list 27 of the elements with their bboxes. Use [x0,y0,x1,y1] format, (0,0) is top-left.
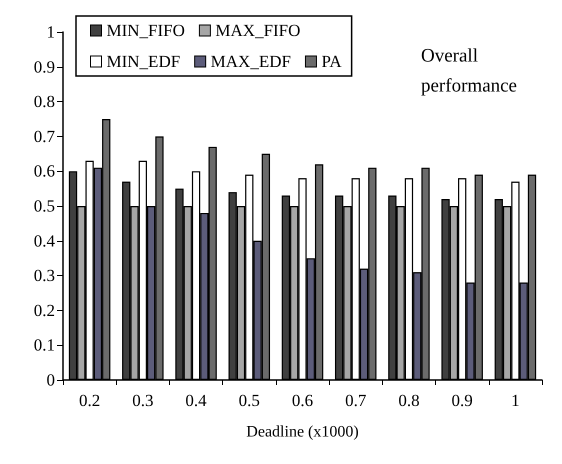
legend-label: MIN_EDF [106,52,180,71]
x-tick-label: 0.6 [292,391,314,410]
x-tick-label: 1 [511,391,520,410]
y-tick-label: 0.8 [34,92,55,112]
y-tick-label: 0.5 [34,196,55,216]
x-tick-label: 0.3 [132,391,154,410]
x-axis-title: Deadline (x1000) [246,424,359,440]
legend-label: MIN_FIFO [106,21,185,40]
text: Overall performance [421,46,517,96]
y-tick-label: 0 [46,370,55,390]
x-tick-label: 0.4 [185,391,208,410]
x-tick-label: 0.7 [345,391,367,410]
legend-label: MAX_FIFO [215,21,300,40]
y-tick-label: 0.2 [34,300,55,320]
x-tick-label: 0.9 [452,391,473,410]
y-tick-label: 0.1 [34,336,55,355]
y-tick-label: 0.4 [34,231,56,250]
y-tick-label: 0.3 [34,266,55,286]
y-tick-label: 0.7 [34,126,56,146]
y-tick-label: 0.6 [34,162,55,181]
x-tick-label: 0.2 [78,391,100,410]
legend-label: PA [321,52,342,71]
x-tick-label: 0.8 [398,391,420,410]
x-tick-label: 0.5 [238,391,260,410]
y-tick-label: 0.9 [34,57,55,76]
legend-label: MAX_EDF [210,52,291,71]
y-tick-label: 1 [46,22,55,42]
